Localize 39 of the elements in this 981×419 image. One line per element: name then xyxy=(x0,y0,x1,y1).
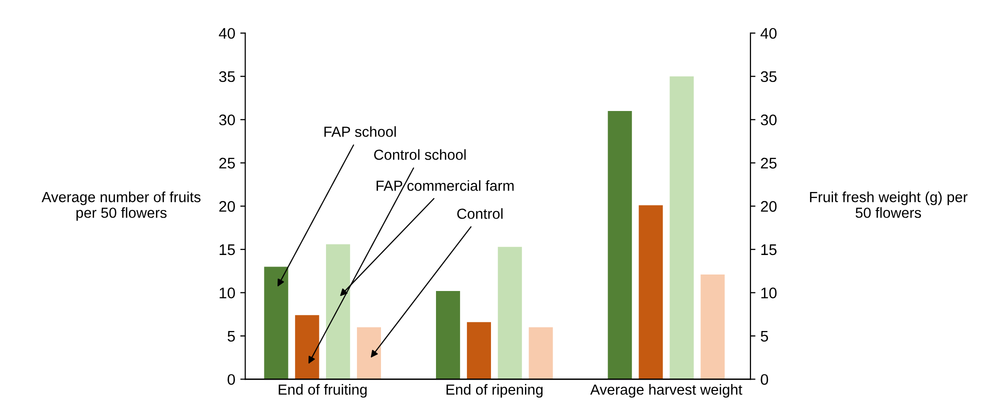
y-tick-label: 20 xyxy=(219,201,235,212)
y2-tick-label: 5 xyxy=(760,330,768,342)
x-tick-label: End of fruiting xyxy=(278,384,367,398)
bar xyxy=(670,76,694,380)
y2-axis-title: Fruit fresh weight (g) per 50 flowers xyxy=(810,191,968,218)
y-tick-label: 40 xyxy=(218,28,235,39)
y2-tick-label: 0 xyxy=(760,374,768,385)
y-tick-label: 0 xyxy=(228,374,235,385)
y2-tick-label: 20 xyxy=(760,201,777,212)
bar xyxy=(638,205,663,380)
bar xyxy=(326,244,350,380)
text: FAP school xyxy=(324,126,396,137)
bar xyxy=(466,322,491,380)
y-tick-label: 10 xyxy=(220,288,235,298)
y2-tick-label: 10 xyxy=(761,288,777,298)
y2-tick-label: 15 xyxy=(761,244,777,256)
y-tick-label: 30 xyxy=(219,114,235,126)
y2-tick-label: 30 xyxy=(760,114,777,126)
bar xyxy=(700,274,725,380)
bar xyxy=(356,327,382,380)
bar xyxy=(498,246,522,380)
x-tick-label: Average harvest weight xyxy=(590,384,742,398)
y-tick-label: 25 xyxy=(219,158,235,169)
y-tick-label: 15 xyxy=(220,244,235,256)
y-tick-label: 5 xyxy=(228,330,235,342)
text: Control school xyxy=(374,149,466,160)
y2-tick-label: 25 xyxy=(760,158,777,169)
bar xyxy=(436,290,460,380)
y-tick-label: 35 xyxy=(219,71,235,82)
y2-tick-label: 35 xyxy=(760,71,777,82)
text: FAP commercial farm xyxy=(376,180,514,191)
x-tick-label: End of ripening xyxy=(446,384,543,398)
y-axis-title: Average number of fruits per 50 flowers xyxy=(42,191,201,221)
bar xyxy=(264,266,288,380)
bar xyxy=(528,327,553,380)
bar xyxy=(295,315,320,380)
text: Control xyxy=(457,208,503,219)
y2-tick-label: 40 xyxy=(760,28,777,39)
bar xyxy=(608,110,632,380)
